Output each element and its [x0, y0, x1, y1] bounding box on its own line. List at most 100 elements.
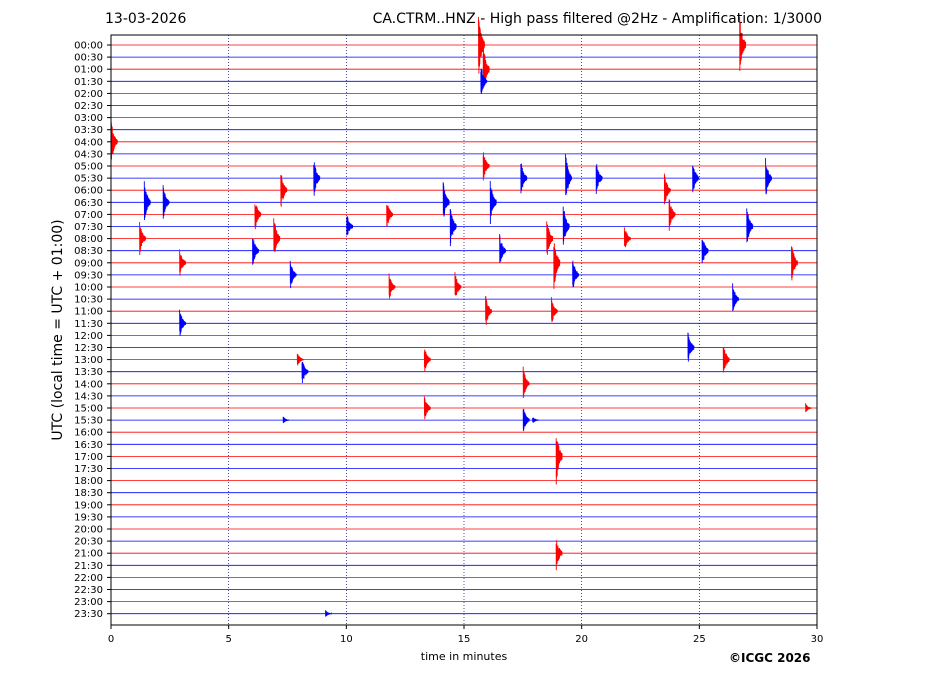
seismic-event [522, 366, 530, 399]
y-tick-label: 06:30 [74, 198, 103, 209]
y-tick-label: 08:30 [74, 246, 103, 257]
seismic-event [595, 164, 603, 194]
seismic-event [296, 353, 304, 366]
y-tick-label: 10:30 [74, 295, 103, 306]
seismic-event [252, 238, 259, 265]
y-tick-label: 15:00 [74, 404, 103, 415]
seismic-event [668, 199, 676, 231]
seismic-event [746, 208, 754, 243]
seismic-event [520, 163, 528, 194]
seismic-event [423, 349, 431, 371]
seismic-event [701, 239, 709, 264]
seismic-event [179, 309, 187, 336]
y-tick-label: 16:30 [74, 440, 103, 451]
seismic-event [546, 221, 554, 255]
y-tick-label: 16:00 [74, 428, 103, 439]
y-tick-label: 21:00 [74, 549, 103, 560]
seismic-event [478, 16, 485, 74]
y-tick-label: 00:30 [74, 53, 103, 64]
y-tick-label: 07:00 [74, 210, 103, 221]
y-tick-label: 03:30 [74, 125, 103, 136]
seismic-event [791, 246, 798, 281]
seismic-event [482, 152, 490, 181]
y-axis-label: UTC (local time = UTC + 01:00) [50, 219, 66, 440]
y-tick-label: 06:00 [74, 186, 103, 197]
seismic-event [489, 180, 497, 224]
seismic-event [805, 403, 813, 413]
y-tick-label: 13:30 [74, 367, 103, 378]
y-tick-label: 00:00 [74, 41, 103, 52]
y-tick-label: 02:00 [74, 89, 103, 100]
y-tick-label: 09:30 [74, 270, 103, 281]
seismic-event [454, 272, 462, 296]
y-tick-label: 11:30 [74, 319, 103, 330]
y-tick-label: 20:00 [74, 525, 103, 536]
x-tick-label: 30 [811, 634, 824, 645]
y-tick-label: 22:00 [74, 573, 103, 584]
x-tick-label: 5 [225, 634, 231, 645]
y-tick-label: 20:30 [74, 537, 103, 548]
seismic-event [765, 158, 773, 195]
seismic-event [480, 68, 488, 94]
y-tick-label: 02:30 [74, 101, 103, 112]
y-tick-label: 12:30 [74, 343, 103, 354]
y-tick-label: 11:00 [74, 307, 103, 318]
seismic-event [386, 205, 394, 227]
y-tick-label: 05:00 [74, 162, 103, 173]
y-tick-label: 23:30 [74, 609, 103, 620]
y-tick-label: 19:30 [74, 512, 103, 523]
x-axis-label: time in minutes [421, 650, 508, 663]
vertical-gridlines [228, 35, 700, 625]
seismic-event [139, 222, 147, 256]
y-tick-label: 18:30 [74, 488, 103, 499]
chart-title: CA.CTRM..HNZ - High pass filtered @2Hz -… [372, 11, 822, 27]
seismic-event [663, 173, 671, 205]
y-tick-label: 01:00 [74, 65, 103, 76]
seismic-event [162, 185, 170, 219]
seismic-event [301, 361, 309, 384]
seismic-event [442, 182, 450, 217]
y-tick-label: 21:30 [74, 561, 103, 572]
y-tick-label: 07:30 [74, 222, 103, 233]
x-tick-label: 20 [575, 634, 588, 645]
y-tick-label: 01:30 [74, 77, 103, 88]
y-tick-label: 05:30 [74, 174, 103, 185]
seismic-event [346, 216, 354, 236]
y-tick-label: 04:30 [74, 149, 103, 160]
seismic-event [553, 243, 561, 289]
seismic-event [522, 408, 530, 432]
y-tick-label: 19:00 [74, 500, 103, 511]
y-tick-label: 03:00 [74, 113, 103, 124]
y-tick-label: 10:00 [74, 283, 103, 294]
seismic-event [449, 209, 457, 247]
seismic-event [313, 162, 321, 196]
seismic-event [143, 181, 151, 221]
seismic-event [179, 249, 187, 276]
seismic-event [572, 260, 580, 288]
seismic-event [562, 206, 570, 245]
y-tick-label: 12:00 [74, 331, 103, 342]
seismic-event [482, 46, 490, 89]
y-tick-label: 15:30 [74, 416, 103, 427]
y-tick-label: 09:00 [74, 258, 103, 269]
seismic-event [550, 297, 558, 322]
seismic-event [623, 227, 631, 248]
y-tick-label: 23:00 [74, 597, 103, 608]
x-tick-labels: 0 5 10 15 20 25 30 [108, 625, 824, 645]
y-tick-label: 18:00 [74, 476, 103, 487]
seismic-event [325, 610, 332, 617]
y-tick-label: 04:00 [74, 137, 103, 148]
seismic-event [289, 260, 297, 289]
seismic-event [732, 283, 740, 312]
seismic-event [423, 396, 431, 420]
x-tick-label: 25 [693, 634, 706, 645]
seismic-event [692, 165, 700, 193]
seismic-event [532, 417, 540, 423]
seismic-event [555, 540, 563, 571]
x-tick-label: 10 [340, 634, 353, 645]
x-tick-label: 15 [458, 634, 471, 645]
y-tick-label: 08:00 [74, 234, 103, 245]
y-tick-label: 14:30 [74, 391, 103, 402]
seismic-events [110, 16, 813, 617]
